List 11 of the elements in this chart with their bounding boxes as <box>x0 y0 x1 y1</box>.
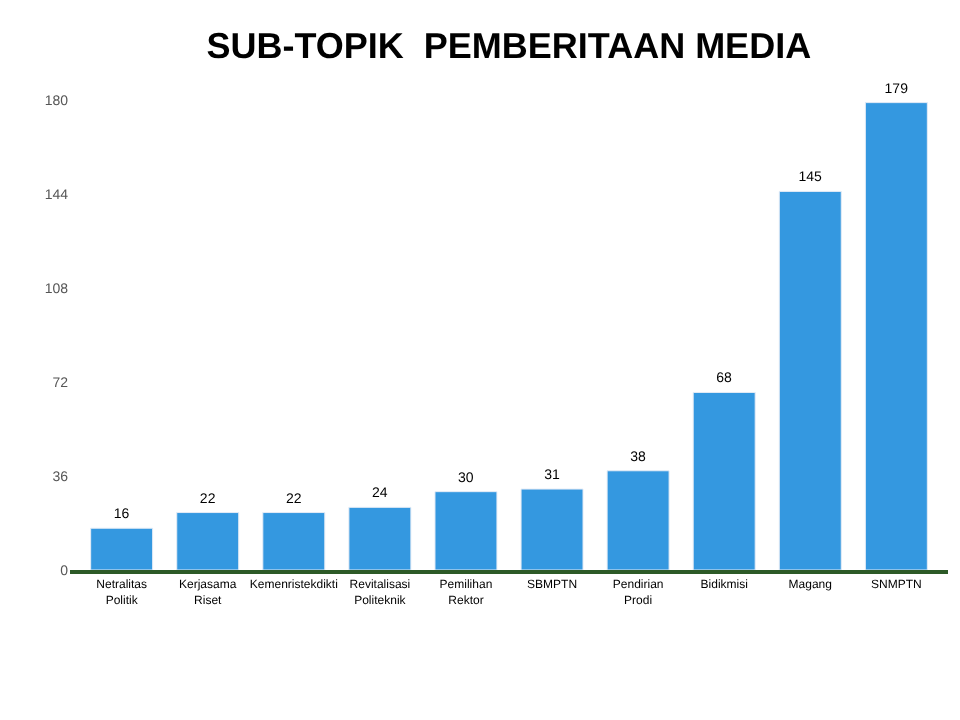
bar <box>520 488 584 570</box>
bar <box>176 512 240 570</box>
bar <box>692 391 756 570</box>
bar <box>90 527 154 570</box>
bar <box>606 470 670 570</box>
bar <box>434 491 498 570</box>
chart-title: SUB-TOPIK PEMBERITAAN MEDIA <box>206 25 812 66</box>
bar <box>778 190 842 570</box>
bar <box>262 512 326 570</box>
bar <box>348 506 412 570</box>
bar <box>864 102 928 570</box>
